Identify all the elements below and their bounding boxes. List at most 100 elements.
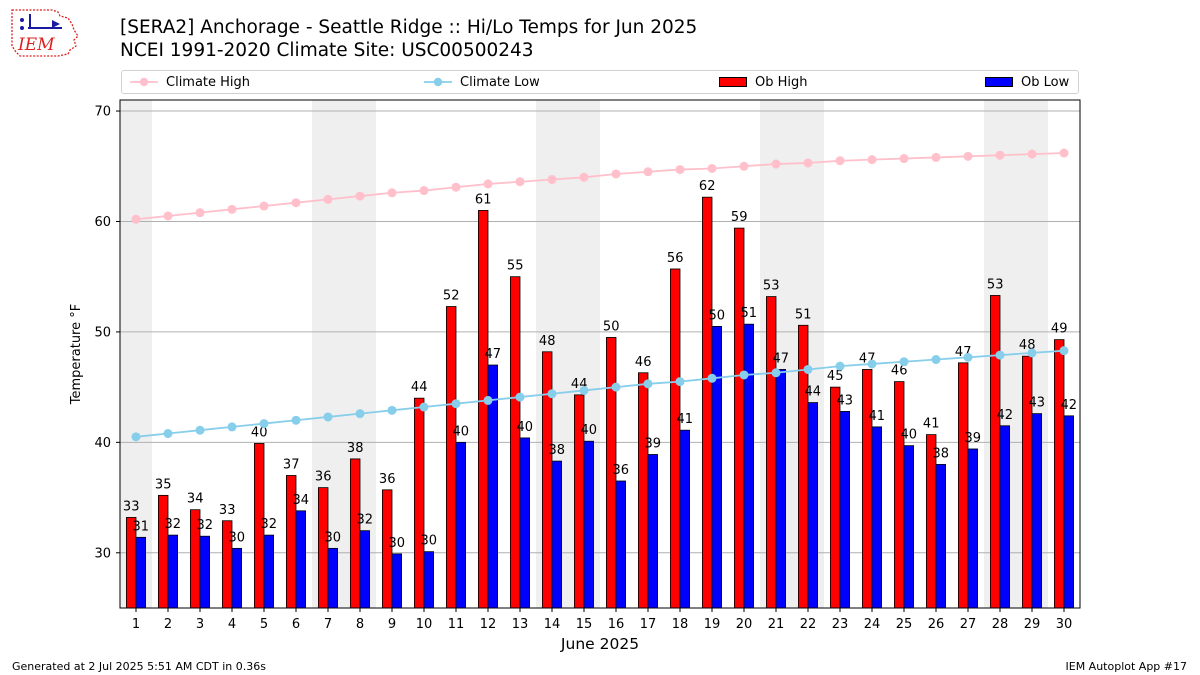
x-tick-label: 3 [196, 617, 204, 632]
climate-high-point [195, 208, 205, 218]
ob-high-label: 36 [379, 472, 396, 487]
ob-low-bar [903, 445, 915, 609]
ob-low-label: 39 [645, 436, 662, 451]
ob-low-label: 32 [261, 517, 278, 532]
climate-low-point [259, 419, 269, 429]
legend-item-climate-high: Climate High [130, 71, 250, 93]
ob-high-bar [670, 268, 681, 609]
x-tick-label: 1 [132, 617, 140, 632]
ob-low-label: 44 [805, 385, 822, 400]
climate-high-point [579, 172, 589, 182]
ob-low-bar [839, 411, 851, 609]
climate-low-point [771, 368, 781, 378]
climate-high-point [163, 211, 173, 221]
ob-high-label: 56 [667, 251, 684, 266]
x-tick-label: 29 [1024, 617, 1041, 632]
x-axis-label: June 2025 [560, 635, 639, 653]
climate-high-point [131, 214, 141, 224]
climate-low-point [355, 409, 365, 419]
climate-low-point [387, 405, 397, 415]
ob-low-bar [871, 426, 883, 609]
climate-high-point [675, 165, 685, 175]
ob-high-label: 37 [283, 457, 300, 472]
ob-high-label: 48 [539, 334, 556, 349]
x-tick-label: 8 [356, 617, 364, 632]
ob-high-label: 41 [923, 417, 940, 432]
ob-high-bar [509, 276, 521, 609]
y-tick-label: 60 [94, 215, 111, 230]
ob-high-bar [894, 381, 905, 609]
x-tick-label: 26 [928, 617, 945, 632]
ob-low-bar [263, 534, 275, 609]
climate-high-point [963, 151, 973, 161]
ob-low-label: 40 [453, 424, 470, 439]
ob-low-bar [967, 448, 979, 609]
y-tick-label: 50 [94, 325, 111, 340]
iem-logo: IEM [11, 9, 79, 57]
x-tick-label: 6 [292, 617, 300, 632]
x-tick-label: 7 [324, 617, 332, 632]
ob-high-label: 53 [987, 277, 1004, 292]
legend-item-ob-low: Ob Low [985, 71, 1069, 93]
climate-low-point [323, 412, 333, 422]
climate-high-point [803, 158, 813, 168]
x-tick-label: 27 [960, 617, 977, 632]
legend-label: Climate Low [460, 74, 540, 90]
climate-high-point [771, 159, 781, 169]
climate-low-point [931, 355, 941, 365]
climate-high-point [547, 175, 557, 185]
ob-low-label: 36 [613, 463, 630, 478]
climate-low-point [163, 429, 173, 439]
climate-low-point [1059, 346, 1069, 356]
x-tick-label: 18 [672, 617, 689, 632]
ob-low-bar [359, 530, 371, 609]
ob-low-bar [679, 429, 691, 609]
climate-high-point [739, 161, 749, 171]
ob-low-bar [1063, 415, 1075, 609]
climate-high-point [323, 194, 333, 204]
chart-title: [SERA2] Anchorage - Seattle Ridge :: Hi/… [120, 17, 698, 38]
climate-low-point [899, 357, 909, 367]
y-tick-label: 70 [94, 105, 111, 120]
ob-high-bar [702, 196, 713, 609]
climate-high-point [227, 204, 237, 214]
ob-low-label: 30 [325, 530, 342, 545]
climate-high-point [611, 169, 621, 179]
ob-high-bar [477, 210, 489, 609]
legend-swatch-climate-high [130, 77, 158, 87]
ob-low-bar [519, 437, 531, 609]
climate-low-point [483, 395, 493, 405]
climate-high-point [291, 198, 301, 208]
y-tick-label: 30 [94, 546, 111, 561]
climate-high-point [643, 167, 653, 177]
ob-high-bar [349, 458, 361, 609]
ob-low-bar [583, 440, 595, 609]
ob-high-label: 38 [347, 441, 364, 456]
climate-high-point [1059, 148, 1069, 158]
app-credit: IEM Autoplot App #17 [1065, 660, 1188, 673]
climate-low-point [419, 402, 429, 412]
ob-low-label: 42 [997, 408, 1014, 423]
ob-low-bar [327, 547, 339, 609]
ob-low-label: 30 [229, 530, 246, 545]
x-tick-label: 2 [164, 617, 172, 632]
climate-low-point [739, 370, 749, 380]
ob-high-bar [1022, 355, 1033, 609]
ob-low-bar [935, 464, 947, 609]
ob-low-bar [1031, 413, 1043, 609]
climate-high-point [483, 179, 493, 189]
ob-low-label: 43 [1029, 396, 1046, 411]
ob-high-bar [638, 372, 649, 609]
climate-high-point [995, 150, 1005, 160]
plot-frame [119, 99, 1081, 609]
climate-high-line [135, 152, 1065, 221]
ob-low-label: 38 [549, 443, 566, 458]
chart-subtitle: NCEI 1991-2020 Climate Site: USC00500243 [120, 40, 534, 61]
chart-legend: Climate High Climate Low Ob High Ob Low [121, 70, 1079, 94]
x-tick-label: 16 [608, 617, 625, 632]
ob-high-label: 59 [731, 210, 748, 225]
ob-low-label: 39 [965, 431, 982, 446]
climate-low-point [995, 350, 1005, 360]
ob-low-bar [615, 480, 627, 609]
ob-high-label: 62 [699, 179, 716, 194]
